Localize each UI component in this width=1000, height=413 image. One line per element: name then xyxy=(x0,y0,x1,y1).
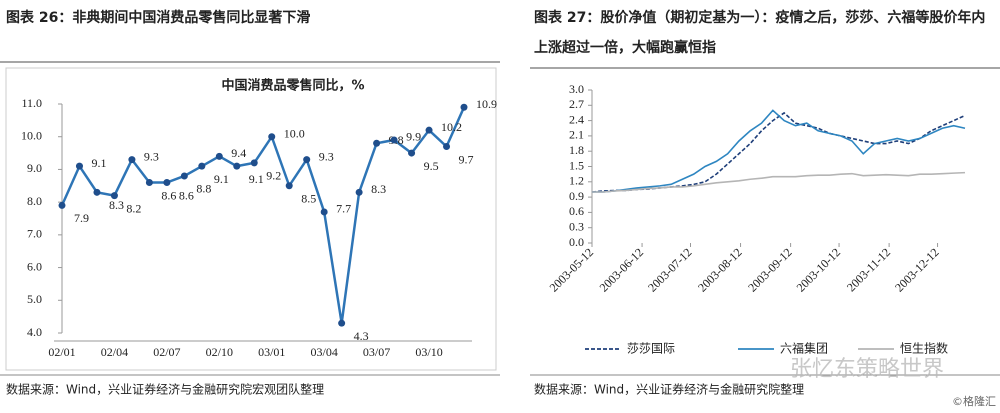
data-label: 9.7 xyxy=(459,152,474,166)
data-label: 9.5 xyxy=(424,159,439,173)
y-tick-label: 3.0 xyxy=(569,82,584,96)
x-tick-label: 03/04 xyxy=(311,345,338,359)
data-label: 8.6 xyxy=(161,188,176,202)
marker xyxy=(93,188,101,196)
data-label: 9.2 xyxy=(266,169,281,183)
data-label: 9.1 xyxy=(91,156,106,170)
x-tick-label: 02/07 xyxy=(153,345,180,359)
data-label: 8.8 xyxy=(196,182,211,196)
marker xyxy=(443,143,451,151)
y-tick-label: 5.0 xyxy=(27,292,42,306)
x-tick-label: 2003-06-12 xyxy=(597,245,646,294)
source: 数据来源：Wind，兴业证券经济与金融研究院宏观团队整理 xyxy=(6,382,324,397)
marker xyxy=(163,179,171,187)
marker xyxy=(58,201,66,209)
line xyxy=(60,106,466,324)
marker xyxy=(320,208,328,216)
data-label: 9.1 xyxy=(249,172,264,186)
data-label: 7.9 xyxy=(74,211,89,225)
marker xyxy=(390,136,398,144)
data-label: 10.0 xyxy=(284,126,305,140)
marker xyxy=(268,133,276,141)
data-label: 9.3 xyxy=(144,149,159,163)
data-label: 8.2 xyxy=(126,201,141,215)
y-tick-label: 11.0 xyxy=(21,96,42,110)
data-label: 8.6 xyxy=(179,188,194,202)
data-label: 9.1 xyxy=(214,172,229,186)
x-tick-label: 02/01 xyxy=(48,345,75,359)
x-tick-label: 2003-07-12 xyxy=(645,245,694,294)
marker xyxy=(233,162,241,170)
watermark: 张忆东策略世界 xyxy=(790,357,944,382)
marker xyxy=(145,179,153,187)
y-tick-label: 1.2 xyxy=(569,174,584,188)
marker xyxy=(75,162,83,170)
y-tick-label: 1.5 xyxy=(569,158,584,172)
y-tick-label: 4.0 xyxy=(27,325,42,339)
legend-label: 恒生指数 xyxy=(900,341,948,356)
x-tick-label: 2003-11-12 xyxy=(844,245,893,294)
y-tick-label: 0.9 xyxy=(569,189,584,203)
y-tick-label: 9.0 xyxy=(27,161,42,175)
y-tick-label: 2.4 xyxy=(569,112,584,126)
heading: 图表 26：非典期间中国消费品零售同比显著下滑 xyxy=(6,9,310,26)
marker xyxy=(425,126,433,134)
marker xyxy=(285,182,293,190)
y-tick-label: 8.0 xyxy=(27,194,42,208)
x-tick-label: 2003-08-12 xyxy=(695,245,744,294)
heading: 图表 27：股价净值（期初定基为一）：疫情之后，莎莎、六福等股价年内上涨超过一倍… xyxy=(534,9,985,56)
series-line xyxy=(592,171,966,193)
marker xyxy=(355,188,363,196)
marker xyxy=(198,162,206,170)
marker xyxy=(128,156,136,164)
data-label: 7.7 xyxy=(336,202,351,216)
marker xyxy=(408,149,416,157)
source: 数据来源：Wind，兴业证券经济与金融研究院整理 xyxy=(534,382,804,397)
series-line xyxy=(591,111,966,193)
x-tick-label: 02/10 xyxy=(206,345,233,359)
x-tick-label: 03/07 xyxy=(363,345,390,359)
data-label: 8.5 xyxy=(301,192,316,206)
y-tick-label: 6.0 xyxy=(27,259,42,273)
series-line xyxy=(592,109,966,193)
marker xyxy=(215,152,223,160)
frame xyxy=(5,67,497,371)
y-tick-label: 10.0 xyxy=(21,128,42,142)
data-label: 9.9 xyxy=(406,130,421,144)
marker xyxy=(373,139,381,147)
data-label: 4.3 xyxy=(354,329,369,343)
data-label: 9.3 xyxy=(319,149,334,163)
data-label: 8.3 xyxy=(109,198,124,212)
y-tick-label: 0.6 xyxy=(569,204,584,218)
y-tick-label: 1.8 xyxy=(569,143,584,157)
x-tick-label: 2003-09-12 xyxy=(745,245,794,294)
y-tick-label: 2.1 xyxy=(569,128,584,142)
x-tick-label: 03/10 xyxy=(415,345,442,359)
marker xyxy=(338,319,346,327)
x-tick-label: 2003-10-12 xyxy=(794,245,843,294)
data-label: 10.2 xyxy=(441,120,462,134)
marker xyxy=(303,156,311,164)
y-tick-label: 0.3 xyxy=(569,219,584,233)
marker xyxy=(110,192,118,200)
x-tick-label: 2003-05-12 xyxy=(547,245,596,294)
x-tick-label: 03/01 xyxy=(258,345,285,359)
y-tick-label: 2.7 xyxy=(569,97,584,111)
data-label: 10.9 xyxy=(476,97,497,111)
marker xyxy=(250,159,258,167)
legend-label: 莎莎国际 xyxy=(627,342,675,356)
chart-title: 中国消费品零售同比，% xyxy=(221,78,364,94)
y-tick-label: 0.0 xyxy=(569,235,584,249)
x-tick-label: 2003-12-12 xyxy=(892,245,941,294)
x-tick-label: 02/04 xyxy=(101,345,128,359)
marker xyxy=(180,172,188,180)
y-tick-label: 7.0 xyxy=(27,227,42,241)
credit: ©格隆汇 xyxy=(952,394,996,408)
data-label: 8.3 xyxy=(371,182,386,196)
legend-label: 六福集团 xyxy=(780,341,828,356)
data-label: 9.4 xyxy=(231,146,246,160)
marker xyxy=(460,103,468,111)
